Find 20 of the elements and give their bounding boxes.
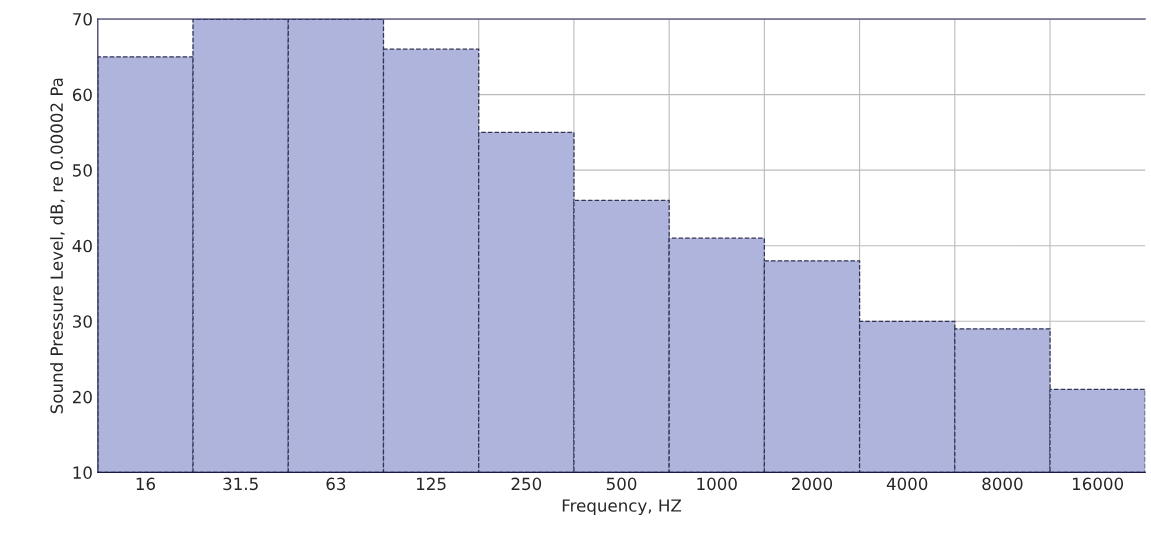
y-axis-title: Sound Pressure Level, dB, re 0.00002 Pa — [50, 78, 65, 414]
y-tick-label: 20 — [72, 390, 92, 404]
x-tick-label: 500 — [606, 477, 637, 491]
x-tick-label: 31.5 — [223, 477, 258, 491]
x-tick-label: 250 — [511, 477, 542, 491]
x-tick-label: 1000 — [697, 477, 737, 491]
y-tick-label: 70 — [73, 12, 92, 26]
y-tick-label: 60 — [72, 88, 92, 102]
x-tick-label: 16 — [136, 477, 155, 491]
x-tick-label: 125 — [417, 477, 446, 491]
y-tick-label: 40 — [72, 239, 92, 253]
x-tick-label: 63 — [326, 477, 346, 491]
x-tick-label: 2000 — [791, 477, 833, 491]
x-tick-label: 8000 — [982, 477, 1023, 491]
x-tick-label: 4000 — [886, 477, 928, 491]
y-tick-label: 50 — [73, 164, 92, 177]
x-axis-title: Frequency, HZ — [562, 499, 682, 516]
y-tick-label: 10 — [73, 466, 92, 479]
x-tick-label: 16000 — [1072, 477, 1124, 491]
y-tick-label: 30 — [73, 315, 92, 328]
